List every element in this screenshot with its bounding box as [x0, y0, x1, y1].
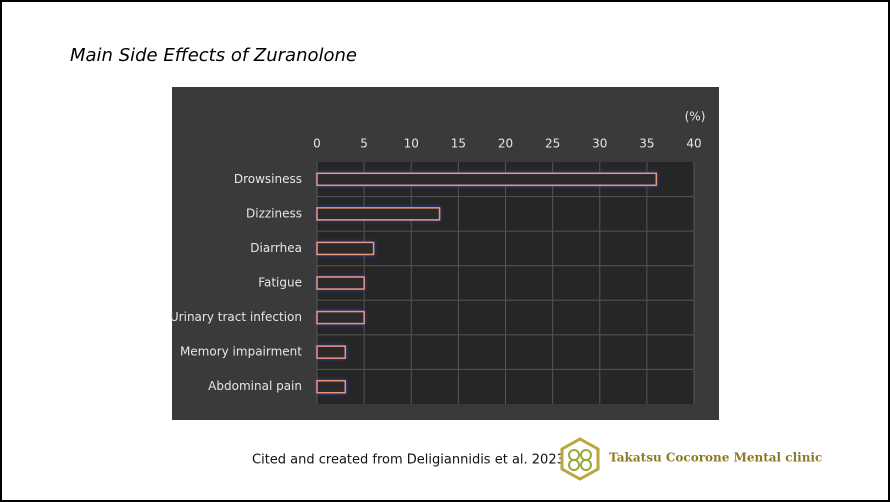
y-tick-label: Dizziness	[246, 206, 302, 220]
x-tick-label: 15	[451, 137, 466, 151]
x-tick-label: 20	[498, 137, 513, 151]
citation: Cited and created from Deligiannidis et …	[252, 453, 565, 468]
axis-unit: (%)	[685, 110, 706, 124]
bar	[316, 310, 365, 325]
logo-hexagon	[560, 437, 600, 481]
bar	[316, 172, 658, 187]
y-tick-label: Drowsiness	[234, 172, 302, 186]
y-tick-label: Abdominal pain	[208, 379, 302, 393]
x-tick-label: 0	[313, 137, 321, 151]
logo-leaf	[580, 459, 592, 471]
bar	[316, 345, 347, 359]
bar	[316, 276, 365, 290]
x-tick-label: 25	[545, 137, 560, 151]
bar	[316, 207, 441, 221]
y-tick-label: Memory impairment	[180, 345, 302, 359]
bar	[316, 241, 375, 256]
y-tick-label: Urinary tract infection	[170, 310, 302, 324]
x-tick-label: 10	[404, 137, 419, 151]
y-tick-label: Fatigue	[258, 276, 302, 290]
bar	[316, 379, 347, 394]
clinic-name: Takatsu Cocorone Mental clinic	[609, 451, 822, 465]
chart-title: Main Side Effects of Zuranolone	[70, 45, 357, 66]
x-tick-label: 40	[686, 137, 701, 151]
x-tick-label: 35	[639, 137, 654, 151]
logo	[560, 437, 600, 481]
x-tick-label: 30	[592, 137, 607, 151]
logo-leaf	[568, 459, 580, 471]
plot: 0 5 10 15 20 25 30 35 40 Drowsiness Dizziness Diarr…	[170, 137, 702, 404]
x-tick-label: 5	[360, 137, 368, 151]
y-tick-label: Diarrhea	[250, 241, 302, 255]
